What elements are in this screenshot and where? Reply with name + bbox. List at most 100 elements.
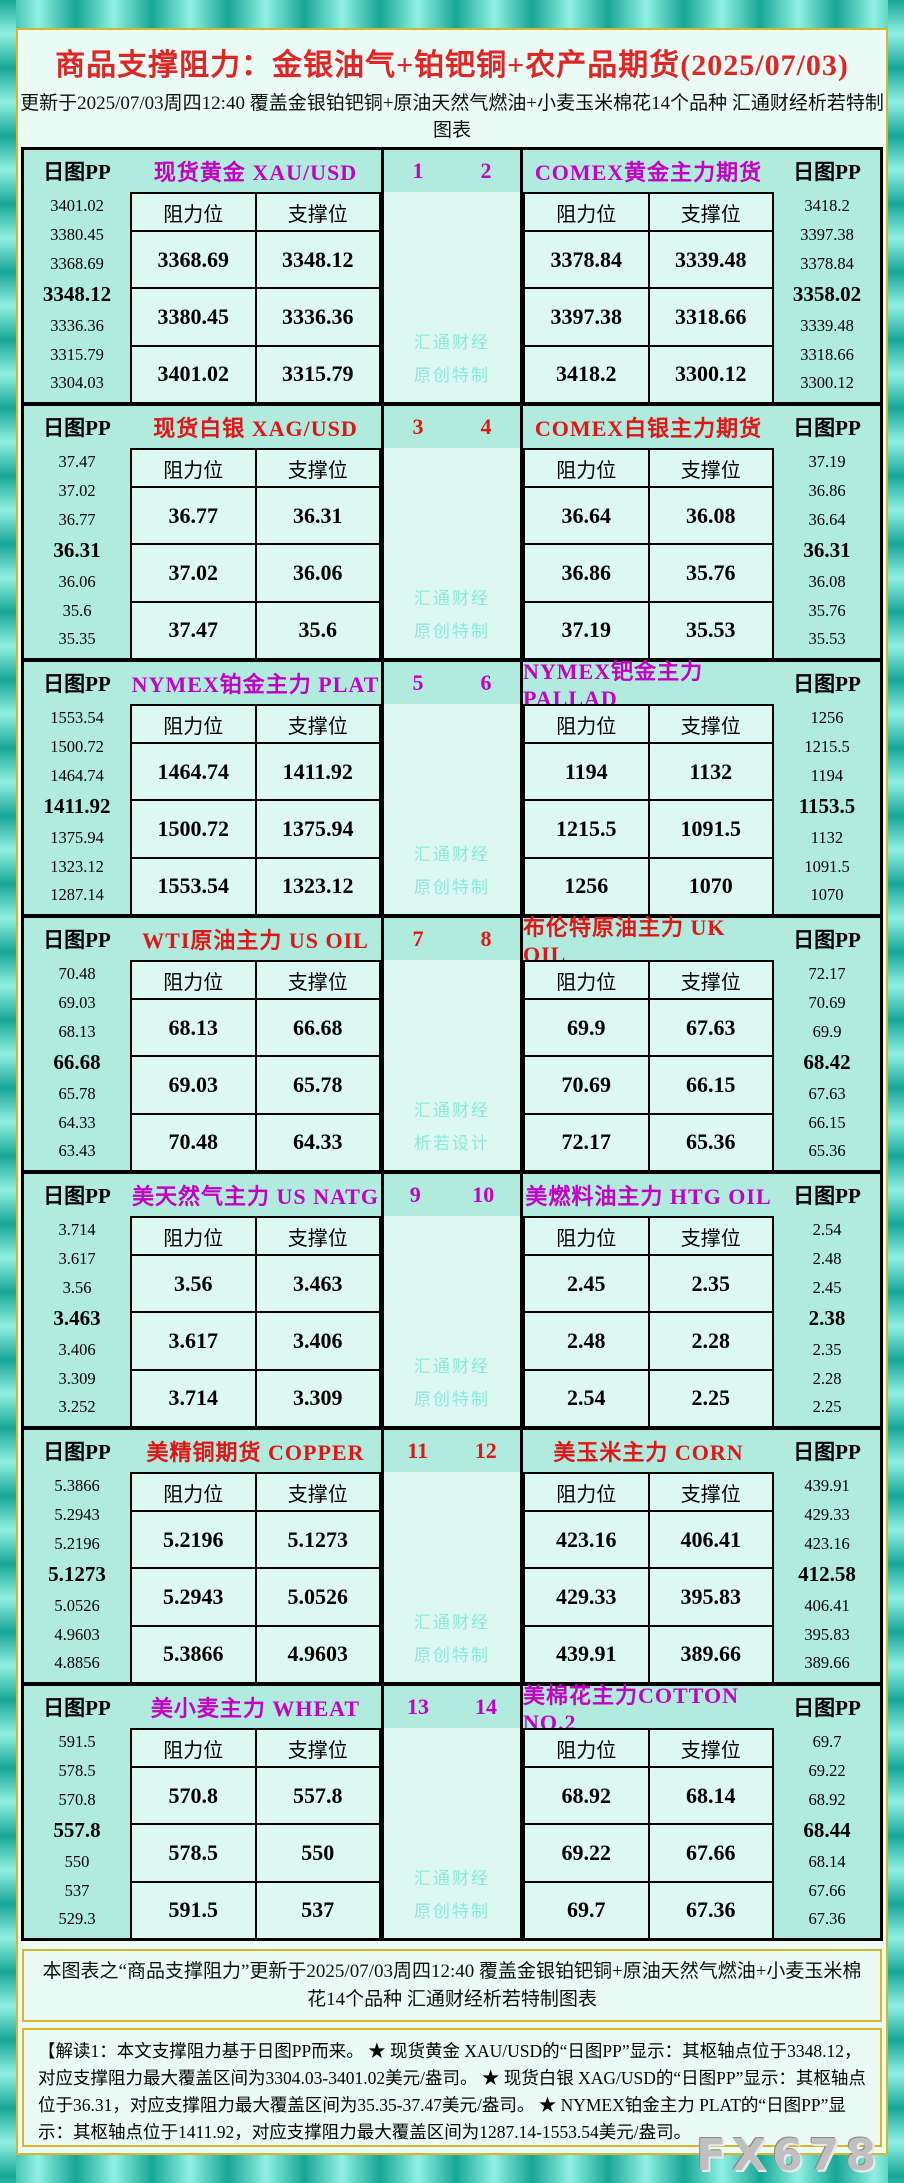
pp-level-value: 1464.74 <box>50 765 104 785</box>
middle-column: 3 4 汇通财经 原创特制 <box>381 406 523 658</box>
instrument-table-left: 美小麦主力 WHEAT 阻力位 支撑位 570.8 557.8 578.5 550 59… <box>130 1686 381 1938</box>
support-value: 1411.92 <box>254 744 380 800</box>
instrument-title-left: NYMEX铂金主力 PLAT <box>131 672 380 697</box>
instrument-table-right: COMEX黄金主力期货 阻力位 支撑位 3378.84 3339.48 3397.3… <box>523 150 774 402</box>
support-value: 4.9603 <box>254 1626 380 1682</box>
sr-table-right: 阻力位 支撑位 2.45 2.35 2.48 2.28 2.54 2.25 <box>523 1216 774 1426</box>
pp-column-left: 日图PP 3.714 3.617 3.56 3.463 3.406 3.309 3.252 <box>24 1174 130 1426</box>
pp-level-value: 36.08 <box>808 571 846 591</box>
watermark-line-2: 原创特制 <box>414 365 490 385</box>
sr-table-row: 1464.74 1411.92 <box>132 744 380 802</box>
pp-level-value: 70.48 <box>58 964 96 984</box>
sr-table-row: 72.17 65.36 <box>525 1114 772 1170</box>
resistance-value: 3.714 <box>168 1385 219 1411</box>
resistance-header: 阻力位 <box>163 1483 224 1506</box>
resistance-value: 423.16 <box>556 1526 617 1552</box>
commodity-pair-block: 日图PP 37.47 37.02 36.77 36.31 36.06 35.6 35.35 … <box>24 406 880 662</box>
resistance-header: 阻力位 <box>163 459 224 482</box>
commodity-pair-block: 日图PP 70.48 69.03 68.13 66.68 65.78 64.33 63.43… <box>24 915 880 1174</box>
pp-level-value: 1132 <box>810 827 844 847</box>
sr-table-row: 5.2943 5.0526 <box>132 1569 379 1627</box>
pp-level-value: 63.43 <box>58 1141 96 1161</box>
sr-table-header: 阻力位 支撑位 <box>132 706 379 744</box>
pp-level-value: 1070 <box>810 885 844 905</box>
resistance-value: 3.56 <box>174 1270 213 1296</box>
sr-table-header: 阻力位 支撑位 <box>525 1218 772 1256</box>
instrument-table-left: 现货白银 XAG/USD 阻力位 支撑位 36.77 36.31 37.02 36.0… <box>130 406 381 658</box>
sr-table-row: 69.03 65.78 <box>132 1057 380 1115</box>
resistance-value: 1215.5 <box>556 815 617 841</box>
sr-table-left: 阻力位 支撑位 570.8 557.8 578.5 550 591.5 537 <box>130 1728 381 1938</box>
sr-table-left: 阻力位 支撑位 5.2196 5.1273 5.2943 5.0526 5.3866 4.… <box>130 1472 381 1682</box>
support-value: 36.06 <box>254 545 380 601</box>
watermark-line-1: 汇通财经 <box>414 1101 490 1121</box>
pp-level-value: 3339.48 <box>800 315 854 335</box>
pair-index-numbers: 13 14 <box>384 1686 520 1728</box>
watermark-line-1: 汇通财经 <box>414 845 490 865</box>
sr-table-row: 68.13 66.68 <box>132 1000 379 1058</box>
support-value: 1091.5 <box>647 801 773 857</box>
pp-header-left: 日图PP <box>43 928 111 952</box>
pp-level-value: 3318.66 <box>800 344 854 364</box>
frame-tile-band-right <box>888 0 904 2183</box>
pair-number-right: 6 <box>480 670 492 695</box>
pp-values-left: 591.5 578.5 570.8 557.8 550 537 529.3 <box>24 1728 130 1938</box>
support-value: 3348.12 <box>254 232 380 288</box>
pp-pivot-value: 36.31 <box>803 538 851 563</box>
pp-level-value: 1256 <box>810 708 844 728</box>
pp-level-value: 3.714 <box>58 1220 96 1240</box>
pp-column-right: 日图PP 439.91 429.33 423.16 412.58 406.41 395.8… <box>774 1430 880 1682</box>
pp-column-left: 日图PP 1553.54 1500.72 1464.74 1411.92 1375.94… <box>24 662 130 914</box>
pp-column-left: 日图PP 5.3866 5.2943 5.2196 5.1273 5.0526 4.960… <box>24 1430 130 1682</box>
pp-level-value: 3336.36 <box>50 315 104 335</box>
resistance-value: 37.02 <box>168 559 219 585</box>
resistance-value: 70.48 <box>168 1129 219 1155</box>
pp-level-value: 3.252 <box>58 1397 96 1417</box>
sr-table-row: 1553.54 1323.12 <box>132 858 379 914</box>
pp-values-right: 72.17 70.69 69.9 68.42 67.63 66.15 65.36 <box>774 960 880 1170</box>
pair-number-left: 3 <box>412 414 424 439</box>
frame-tile-band-top <box>0 0 904 28</box>
pp-values-left: 5.3866 5.2943 5.2196 5.1273 5.0526 4.9603 4.88… <box>24 1472 130 1682</box>
watermark-line-2: 原创特制 <box>414 1389 490 1409</box>
resistance-value: 69.9 <box>567 1014 606 1040</box>
pp-header-right: 日图PP <box>793 672 861 696</box>
pp-level-value: 570.8 <box>58 1789 96 1809</box>
resistance-value: 1464.74 <box>157 758 230 784</box>
pair-number-right: 4 <box>480 414 492 439</box>
pp-header-left: 日图PP <box>43 1696 111 1720</box>
pair-index-numbers: 5 6 <box>384 662 520 704</box>
support-value: 550 <box>254 1825 380 1881</box>
support-value: 1070 <box>647 858 773 914</box>
support-header: 支撑位 <box>254 194 380 230</box>
support-value: 67.36 <box>647 1882 773 1938</box>
support-header: 支撑位 <box>254 450 380 486</box>
watermark-line-1: 汇通财经 <box>414 333 490 353</box>
pp-level-value: 1091.5 <box>804 856 850 876</box>
pp-level-value: 69.9 <box>812 1021 842 1041</box>
sr-table-header: 阻力位 支撑位 <box>132 962 379 1000</box>
pp-level-value: 529.3 <box>58 1909 96 1929</box>
pair-index-numbers: 9 10 <box>384 1174 520 1216</box>
sr-table-right: 阻力位 支撑位 69.9 67.63 70.69 66.15 72.17 65.36 <box>523 960 774 1170</box>
pp-level-value: 69.03 <box>58 992 96 1012</box>
sr-table-header: 阻力位 支撑位 <box>525 450 772 488</box>
content-panel: 商品支撑阻力：金银油气+铂钯铜+农产品期货(2025/07/03) 更新于202… <box>16 28 888 2155</box>
pair-number-left: 13 <box>407 1694 429 1719</box>
resistance-value: 37.47 <box>168 617 219 643</box>
support-header: 支撑位 <box>647 1218 773 1254</box>
pp-column-left: 日图PP 591.5 578.5 570.8 557.8 550 537 529.3 <box>24 1686 130 1938</box>
pp-level-value: 37.19 <box>808 452 846 472</box>
pp-column-left: 日图PP 37.47 37.02 36.77 36.31 36.06 35.6 35.35 <box>24 406 130 658</box>
pp-level-value: 37.47 <box>58 452 96 472</box>
pp-level-value: 68.13 <box>58 1021 96 1041</box>
pp-level-value: 67.36 <box>808 1909 846 1929</box>
support-value: 65.78 <box>254 1057 380 1113</box>
instrument-table-left: 美精铜期货 COPPER 阻力位 支撑位 5.2196 5.1273 5.2943 5… <box>130 1430 381 1682</box>
resistance-value: 3418.2 <box>556 361 617 387</box>
middle-watermark-area: 汇通财经 原创特制 <box>384 704 520 914</box>
pp-level-value: 3300.12 <box>800 373 854 393</box>
sr-table-row: 2.48 2.28 <box>525 1313 772 1371</box>
fx678-watermark: FX678 <box>696 2130 882 2181</box>
